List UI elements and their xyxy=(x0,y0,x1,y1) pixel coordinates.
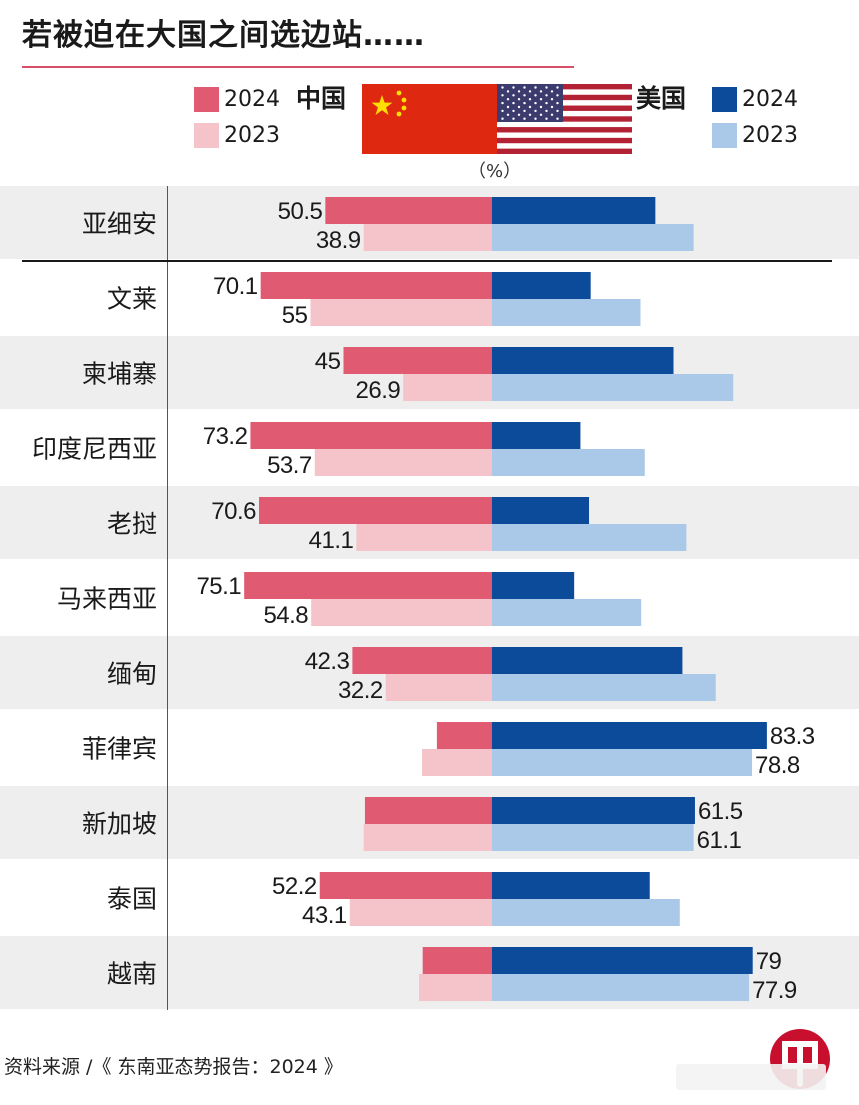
category-label: 越南 xyxy=(107,960,157,989)
bar-usa-2023 xyxy=(492,599,642,626)
category-label: 亚细安 xyxy=(82,210,157,239)
data-label-china-2023: 43.1 xyxy=(302,902,347,929)
bar-usa-2023 xyxy=(492,224,694,251)
data-label-china-2024: 45 xyxy=(315,348,341,375)
category-axis-line xyxy=(167,186,168,1010)
bar-china-2023 xyxy=(363,224,492,251)
bar-china-2023 xyxy=(314,449,492,476)
bar-usa-2024 xyxy=(492,197,656,224)
bar-usa-2024 xyxy=(492,272,591,299)
bar-china-2024 xyxy=(250,422,492,449)
bar-china-2024 xyxy=(364,797,492,824)
data-label-china-2024: 70.6 xyxy=(211,498,256,525)
bar-usa-2023 xyxy=(492,299,641,326)
category-label: 泰国 xyxy=(107,885,157,914)
data-label-china-2023: 54.8 xyxy=(263,602,308,629)
bar-usa-2023 xyxy=(492,449,645,476)
title-underline xyxy=(22,66,574,68)
data-label-usa-2024: 61.5 xyxy=(698,798,743,825)
data-label-china-2023: 55 xyxy=(282,302,308,329)
category-label: 马来西亚 xyxy=(57,585,157,614)
bar-usa-2023 xyxy=(492,374,734,401)
bar-china-2023 xyxy=(385,674,492,701)
category-label: 老挝 xyxy=(107,510,157,539)
data-label-china-2023: 32.2 xyxy=(338,677,383,704)
data-label-china-2024: 52.2 xyxy=(272,873,317,900)
bar-usa-2024 xyxy=(492,947,753,974)
unit-label: （%） xyxy=(468,161,522,182)
bar-china-2024 xyxy=(422,947,492,974)
bar-usa-2023 xyxy=(492,749,753,776)
source-note: 资料来源 /《 东南亚态势报告：2024 》 xyxy=(4,1056,343,1078)
data-label-usa-2023: 78.8 xyxy=(755,752,800,779)
legend-swatch-china-2023 xyxy=(194,123,219,148)
legend-label-china-2023: 2023 xyxy=(224,123,280,148)
data-label-china-2024: 70.1 xyxy=(213,273,258,300)
data-label-usa-2023: 77.9 xyxy=(752,977,797,1004)
legend-label-usa-2024: 2024 xyxy=(742,87,798,112)
bar-china-2024 xyxy=(436,722,492,749)
category-label: 新加坡 xyxy=(82,810,157,839)
bar-usa-2023 xyxy=(492,524,687,551)
bar-china-2023 xyxy=(310,299,492,326)
china-flag-icon xyxy=(362,84,497,154)
bar-usa-2024 xyxy=(492,422,581,449)
legend-swatch-china-2024 xyxy=(194,87,219,112)
bar-china-2024 xyxy=(259,497,492,524)
bar-china-2023 xyxy=(363,824,492,851)
data-label-china-2023: 38.9 xyxy=(316,227,361,254)
data-label-china-2024: 42.3 xyxy=(305,648,350,675)
bar-china-2024 xyxy=(244,572,492,599)
data-label-usa-2023: 61.1 xyxy=(697,827,742,854)
data-label-china-2024: 50.5 xyxy=(278,198,323,225)
bar-china-2023 xyxy=(403,374,492,401)
legend-country-china: 中国 xyxy=(296,84,347,113)
data-label-china-2023: 26.9 xyxy=(356,377,401,404)
bar-usa-2023 xyxy=(492,674,716,701)
data-label-usa-2024: 79 xyxy=(756,948,782,975)
bar-china-2023 xyxy=(356,524,492,551)
data-label-china-2023: 41.1 xyxy=(309,527,354,554)
bar-usa-2024 xyxy=(492,572,575,599)
bar-usa-2024 xyxy=(492,872,650,899)
category-label: 菲律宾 xyxy=(82,735,157,764)
bar-usa-2024 xyxy=(492,797,695,824)
bar-usa-2024 xyxy=(492,647,683,674)
bar-usa-2023 xyxy=(492,824,694,851)
bar-china-2024 xyxy=(260,272,492,299)
legend-country-usa: 美国 xyxy=(636,84,687,113)
chart-title: 若被迫在大国之间选边站…… xyxy=(22,18,425,53)
bar-china-2023 xyxy=(419,974,492,1001)
category-label: 印度尼西亚 xyxy=(32,435,157,464)
data-label-china-2024: 75.1 xyxy=(196,573,241,600)
bar-china-2023 xyxy=(422,749,492,776)
data-label-usa-2024: 83.3 xyxy=(770,723,815,750)
legend-label-usa-2023: 2023 xyxy=(742,123,798,148)
data-label-china-2023: 53.7 xyxy=(267,452,312,479)
data-label-china-2024: 73.2 xyxy=(203,423,248,450)
bar-china-2024 xyxy=(343,347,492,374)
bar-china-2023 xyxy=(349,899,492,926)
watermark-overlay xyxy=(676,1064,826,1090)
usa-flag-icon xyxy=(497,84,632,154)
category-label: 缅甸 xyxy=(107,660,157,689)
bar-china-2024 xyxy=(319,872,492,899)
bar-usa-2024 xyxy=(492,722,767,749)
bar-usa-2024 xyxy=(492,347,674,374)
bar-usa-2023 xyxy=(492,899,680,926)
bar-usa-2024 xyxy=(492,497,590,524)
bar-china-2024 xyxy=(325,197,492,224)
bar-china-2024 xyxy=(352,647,492,674)
bar-china-2023 xyxy=(311,599,492,626)
legend-label-china-2024: 2024 xyxy=(224,87,280,112)
category-label: 柬埔寨 xyxy=(82,360,157,389)
legend-swatch-usa-2023 xyxy=(712,123,737,148)
category-label: 文莱 xyxy=(107,285,157,314)
legend-swatch-usa-2024 xyxy=(712,87,737,112)
bar-usa-2023 xyxy=(492,974,750,1001)
summary-separator-rule xyxy=(22,260,832,262)
